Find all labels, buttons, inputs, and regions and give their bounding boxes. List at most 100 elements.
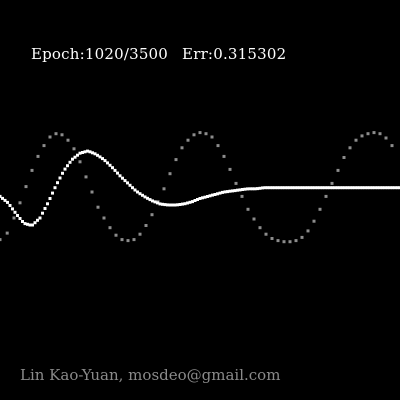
prediction-point — [173, 203, 177, 207]
prediction-point — [61, 171, 64, 175]
prediction-point — [141, 193, 144, 197]
prediction-point — [193, 199, 197, 202]
prediction-point — [118, 174, 122, 178]
prediction-point — [263, 186, 267, 190]
prediction-point — [373, 186, 377, 190]
prediction-point — [383, 186, 387, 190]
target-point — [96, 205, 100, 209]
prediction-point — [298, 186, 302, 190]
prediction-point — [176, 203, 179, 207]
prediction-point — [76, 153, 79, 157]
prediction-point — [198, 197, 202, 200]
target-point — [378, 132, 382, 136]
prediction-point — [323, 186, 327, 190]
target-point — [54, 132, 58, 136]
prediction-point — [128, 183, 132, 187]
target-point — [66, 138, 70, 142]
prediction-point — [351, 186, 354, 190]
prediction-point — [318, 186, 322, 190]
target-point — [138, 232, 142, 236]
target-point — [24, 185, 28, 189]
training-status: Epoch:1020/3500 Err:0.315302 — [21, 27, 286, 63]
target-point — [180, 146, 184, 150]
target-point — [84, 175, 88, 179]
prediction-point — [91, 151, 94, 155]
prediction-point — [378, 186, 382, 190]
prediction-point — [163, 203, 167, 207]
prediction-point — [251, 187, 254, 191]
target-point — [300, 235, 304, 239]
prediction-point — [33, 221, 37, 225]
target-point — [264, 232, 268, 236]
target-point — [324, 194, 328, 198]
epoch-label: Epoch: — [30, 45, 85, 63]
prediction-point — [278, 186, 282, 190]
prediction-point — [3, 198, 7, 202]
prediction-point — [51, 191, 54, 195]
target-point — [60, 133, 64, 137]
target-point — [234, 181, 238, 185]
prediction-point — [358, 186, 362, 190]
prediction-point — [356, 186, 359, 190]
err-value: 0.315302 — [213, 45, 287, 63]
prediction-point — [66, 164, 69, 168]
prediction-point — [371, 186, 374, 190]
target-point — [0, 238, 2, 242]
prediction-point — [243, 187, 247, 191]
prediction-point — [376, 186, 379, 190]
prediction-point — [391, 186, 394, 190]
prediction-point — [56, 181, 59, 185]
prediction-point — [18, 217, 22, 220]
target-point — [90, 190, 94, 194]
prediction-point — [286, 186, 289, 190]
target-point — [108, 226, 112, 230]
prediction-point — [266, 186, 269, 190]
prediction-point — [328, 186, 332, 190]
prediction-point — [143, 195, 147, 199]
prediction-point — [6, 200, 9, 204]
prediction-point — [326, 186, 329, 190]
prediction-point — [103, 159, 107, 163]
prediction-point — [203, 195, 207, 199]
prediction-point — [253, 187, 257, 191]
target-point — [204, 132, 208, 136]
prediction-point — [293, 186, 297, 190]
prediction-point — [93, 152, 97, 156]
prediction-point — [168, 203, 172, 207]
target-point — [210, 135, 214, 139]
prediction-point — [108, 163, 112, 167]
target-point — [336, 168, 340, 172]
target-point — [294, 239, 298, 243]
prediction-point — [296, 186, 299, 190]
prediction-point — [166, 203, 169, 207]
prediction-point — [121, 176, 124, 180]
target-point — [36, 154, 40, 158]
err-label: Err: — [182, 45, 214, 63]
prediction-point — [381, 186, 384, 190]
prediction-point — [361, 186, 364, 190]
prediction-point — [148, 198, 152, 202]
prediction-point — [386, 186, 389, 190]
prediction-point — [226, 190, 229, 194]
target-point — [168, 172, 172, 176]
target-point — [354, 138, 358, 142]
prediction-point — [146, 196, 149, 200]
target-point — [390, 144, 394, 148]
prediction-point — [98, 155, 102, 159]
target-point — [144, 224, 148, 227]
prediction-point — [138, 192, 142, 196]
prediction-point — [136, 190, 139, 194]
target-point — [126, 239, 130, 243]
prediction-point — [156, 201, 159, 205]
prediction-point — [21, 220, 24, 223]
target-point — [318, 207, 322, 211]
prediction-point — [221, 190, 224, 194]
prediction-point — [288, 186, 292, 190]
target-point — [72, 147, 76, 151]
prediction-point — [13, 210, 17, 214]
prediction-point — [23, 222, 27, 226]
prediction-point — [211, 193, 214, 197]
prediction-point — [268, 186, 272, 190]
prediction-point — [366, 186, 369, 190]
prediction-point — [53, 186, 57, 190]
